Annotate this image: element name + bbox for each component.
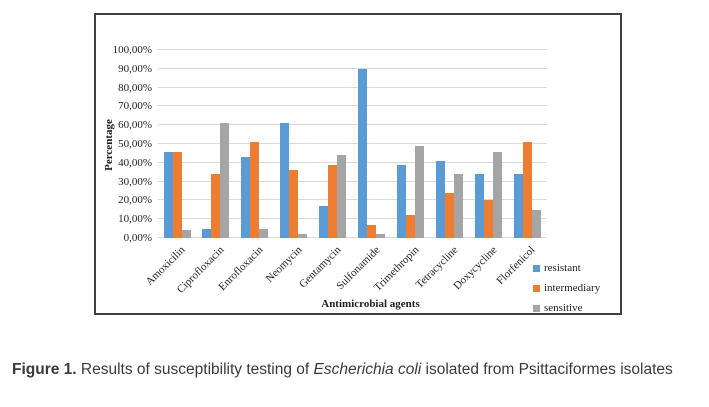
- y-tick-label: 0,00%: [123, 232, 152, 244]
- y-tick-label: 60,00%: [118, 119, 152, 132]
- bar-resistant-sulfonamide: [358, 68, 367, 238]
- legend-label-intermediary: intermediary: [544, 282, 601, 294]
- bar-resistant-trimethropin: [396, 164, 406, 238]
- bar-intermediary-ciprofloxacin: [211, 174, 221, 238]
- gridline: [158, 124, 547, 126]
- bar-resistant-amoxicilin: [163, 151, 173, 238]
- bar-sensitive-amoxicilin: [181, 230, 191, 238]
- legend-item-sensitive: sensitive: [533, 302, 600, 314]
- bar-intermediary-trimethropin: [405, 215, 415, 238]
- bar-sensitive-trimethropin: [414, 145, 424, 238]
- bar-sensitive-doxycycline: [492, 151, 502, 238]
- gridline: [158, 143, 547, 144]
- bar-resistant-ciprofloxacin: [202, 228, 212, 238]
- figure-caption: Figure 1. Results of susceptibility test…: [12, 354, 698, 386]
- legend-swatch-sensitive: [533, 304, 540, 312]
- bar-sensitive-ciprofloxacin: [220, 123, 230, 238]
- bar-sensitive-neomycin: [298, 234, 308, 238]
- gridline: [158, 49, 547, 50]
- y-tick-label: 100,00%: [112, 44, 152, 56]
- bar-resistant-enrofloxacin: [241, 157, 251, 238]
- plot-area: [158, 49, 547, 238]
- gridline: [158, 199, 547, 201]
- bar-intermediary-amoxicilin: [172, 151, 182, 238]
- bar-intermediary-enrofloxacin: [250, 142, 260, 238]
- figure-caption-species: Escherichia coli: [313, 360, 422, 378]
- bar-sensitive-enrofloxacin: [259, 228, 269, 238]
- legend-item-resistant: resistant: [533, 262, 600, 274]
- y-tick-label: 20,00%: [118, 194, 152, 207]
- y-tick-label: 40,00%: [118, 156, 152, 169]
- bar-sensitive-sulfonamide: [376, 234, 385, 238]
- chart-area: Percentage 0,00% 10,00% 20,00% 30,00% 40,00%…: [96, 15, 620, 314]
- y-tick-label: 30,00%: [118, 175, 152, 188]
- y-tick-label: 80,00%: [118, 81, 152, 94]
- gridline: [158, 67, 547, 69]
- gridline: [158, 180, 547, 182]
- bar-intermediary-neomycin: [289, 170, 299, 238]
- bar-resistant-florfenicol: [513, 174, 523, 238]
- x-axis-title: Antimicrobial agents: [321, 298, 420, 310]
- bar-intermediary-florfenicol: [522, 142, 532, 238]
- gridline: [158, 86, 547, 88]
- legend-swatch-intermediary: [533, 284, 540, 292]
- figure-chart-box: Percentage 0,00% 10,00% 20,00% 30,00% 40,00%…: [94, 13, 622, 315]
- legend-swatch-resistant: [533, 264, 540, 272]
- y-tick-label: 70,00%: [118, 100, 152, 113]
- y-tick-label: 10,00%: [118, 213, 152, 226]
- gridline: [158, 161, 547, 163]
- bar-resistant-gentamycin: [319, 206, 329, 238]
- legend-item-intermediary: intermediary: [533, 282, 600, 294]
- bar-sensitive-gentamycin: [337, 155, 347, 238]
- bar-intermediary-doxycycline: [483, 200, 493, 238]
- bar-intermediary-tetracycline: [444, 192, 454, 238]
- figure-caption-text-1: Results of susceptibility testing of: [80, 360, 310, 378]
- legend-label-sensitive: sensitive: [544, 302, 583, 314]
- y-tick-label: 90,00%: [118, 62, 152, 75]
- bar-intermediary-sulfonamide: [367, 224, 376, 238]
- bar-resistant-doxycycline: [474, 174, 484, 238]
- gridline: [158, 218, 547, 220]
- figure-caption-text-2: isolated from Psittaciformes isolates: [425, 360, 673, 378]
- bar-sensitive-tetracycline: [453, 174, 463, 238]
- bar-intermediary-gentamycin: [328, 164, 338, 238]
- figure-caption-label: Figure 1.: [12, 360, 77, 378]
- y-tick-label: 50,00%: [118, 138, 152, 150]
- legend-label-resistant: resistant: [544, 262, 581, 274]
- bar-resistant-neomycin: [280, 123, 290, 238]
- gridline: [158, 105, 547, 107]
- bar-sensitive-florfenicol: [531, 209, 541, 238]
- gridline: [158, 237, 547, 238]
- x-category-label: Florfenicol: [494, 244, 538, 288]
- bar-resistant-tetracycline: [435, 160, 445, 238]
- chart-legend: resistant intermediary sensitive: [533, 262, 600, 322]
